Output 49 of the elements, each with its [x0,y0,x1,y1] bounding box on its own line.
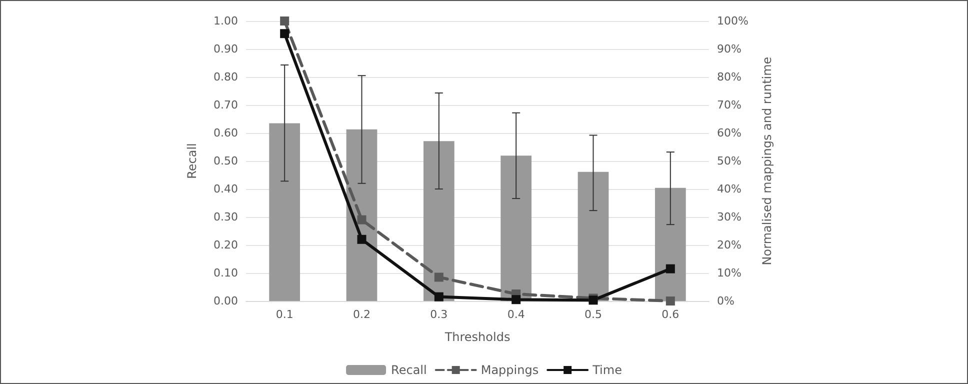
y2-tick-label: 100% [717,14,748,28]
x-axis-title: Thresholds [444,330,510,344]
y2-tick-label: 90% [717,42,742,56]
x-tick-label: 0.6 [662,308,680,321]
point [434,272,444,282]
point [512,295,521,304]
legend-label: Mappings [480,363,539,377]
y-tick-label: 0.20 [214,238,238,252]
x-tick-label: 0.5 [584,308,602,321]
y-tick-label: 0.10 [214,266,238,280]
y2-tick-label: 60% [717,126,742,140]
bar [654,188,686,301]
y-tick-label: 0.70 [214,98,238,112]
x-tick-label: 0.4 [507,308,525,321]
y-tick-label: 0.40 [214,182,238,196]
point [280,16,290,26]
bar [423,141,454,301]
bar [500,156,532,301]
bar [578,172,609,301]
y-tick-label: 0.50 [214,154,238,168]
y2-axis-title: Normalised mappings and runtime [760,56,774,266]
y2-tick-label: 50% [717,154,742,168]
y2-tick-label: 80% [717,70,742,84]
y-tick-label: 0.30 [214,210,238,224]
legend-label: Time [592,363,622,377]
point [357,215,366,224]
bar [346,129,378,301]
bar [269,123,300,301]
point [666,264,675,274]
y2-tick-label: 0% [717,294,734,308]
y2-tick-label: 70% [717,98,742,112]
y2-tick-label: 10% [717,266,742,280]
y-tick-label: 0.60 [214,126,238,140]
x-tick-label: 0.2 [353,308,370,321]
y2-tick-label: 30% [717,210,742,224]
y-tick-label: 0.00 [214,294,238,308]
y-tick-label: 0.90 [214,42,238,56]
y-tick-label: 1.00 [214,14,238,28]
x-tick-label: 0.3 [430,308,448,321]
x-tick-label: 0.1 [276,308,294,321]
point [434,292,444,302]
legend-label: Recall [391,363,427,377]
y2-tick-label: 20% [717,238,742,252]
y-tick-label: 0.80 [214,70,238,84]
point [666,296,675,306]
point [280,29,290,38]
point [357,234,366,244]
y2-tick-label: 40% [717,182,742,196]
y-axis-title: Recall [185,143,199,179]
